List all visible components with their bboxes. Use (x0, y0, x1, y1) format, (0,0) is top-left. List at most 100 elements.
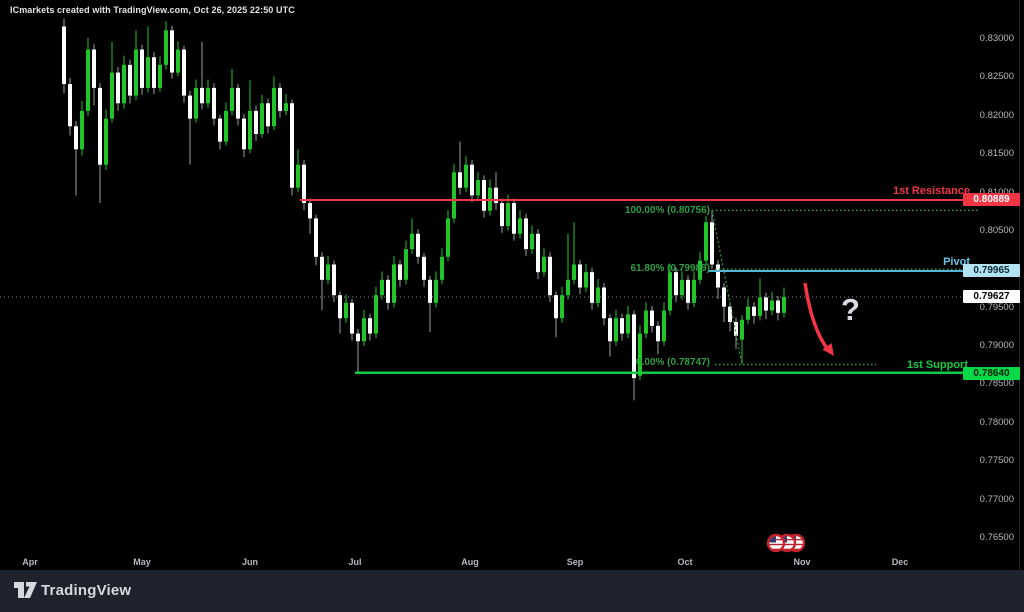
x-axis-month-aug: Aug (461, 557, 479, 567)
candle-body (374, 295, 378, 334)
candle-body (584, 272, 588, 288)
candle-body (650, 310, 654, 326)
candle-body (632, 314, 636, 379)
candle-body (680, 279, 684, 296)
y-axis-tick: 0.77500 (979, 455, 1014, 467)
candle-body (110, 72, 114, 119)
y-axis-tick: 0.77000 (979, 493, 1014, 505)
candle-body (326, 264, 330, 280)
candle-body (464, 164, 468, 188)
candle-body (362, 318, 366, 342)
candle-body (620, 318, 624, 334)
candle-body (332, 264, 336, 296)
pivot-price-tag: 0.79965 (963, 264, 1020, 277)
candle-body (344, 302, 348, 319)
candle-body (656, 325, 660, 342)
candle-body (140, 49, 144, 88)
candle-body (758, 297, 762, 316)
candle-body (554, 295, 558, 319)
chart-plot-area[interactable] (0, 0, 1024, 570)
candle-body (230, 87, 234, 111)
candle-body (500, 203, 504, 227)
candle-body (182, 49, 186, 96)
fib-trend-line[interactable] (711, 210, 743, 365)
candle-body (458, 172, 462, 188)
candle-body (602, 287, 606, 319)
candle-body (422, 256, 426, 280)
down-right-arrow-icon[interactable] (803, 282, 831, 353)
candle-body (284, 103, 288, 111)
candlestick-series (62, 18, 786, 401)
candle-body (296, 164, 300, 188)
candle-body (260, 103, 264, 134)
candle-body (176, 49, 180, 73)
candle-body (410, 233, 414, 250)
candle-body (698, 260, 702, 280)
event-marker-ring[interactable] (766, 533, 786, 553)
candle-body (770, 300, 774, 311)
y-axis-tick: 0.78500 (979, 378, 1014, 390)
candle-body (752, 306, 756, 316)
price-axis-border (1019, 0, 1020, 570)
candle-body (536, 233, 540, 273)
candle-body (266, 103, 270, 127)
candle-body (242, 118, 246, 150)
x-axis-month-dec: Dec (891, 557, 909, 567)
candle-body (206, 87, 210, 104)
candle-body (608, 318, 612, 342)
candle-body (674, 272, 678, 296)
candle-body (158, 64, 162, 88)
candle-body (254, 110, 258, 134)
y-axis-tick: 0.79500 (979, 301, 1014, 313)
candle-body (368, 318, 372, 334)
candle-body (578, 264, 582, 288)
candle-body (170, 30, 174, 73)
candle-body (404, 249, 408, 280)
candle-body (134, 49, 138, 96)
candle-body (668, 272, 672, 311)
candle-body (224, 110, 228, 142)
question-mark-annotation[interactable]: ? (841, 292, 860, 327)
candle-body (356, 333, 360, 342)
candle-body (200, 87, 204, 104)
y-axis-tick: 0.79000 (979, 340, 1014, 352)
candle-body (194, 87, 198, 119)
candle-body (128, 64, 132, 96)
candle-body (590, 272, 594, 303)
candle-body (386, 279, 390, 303)
candle-body (734, 322, 738, 336)
candle-body (398, 264, 402, 280)
y-axis-tick: 0.81500 (979, 148, 1014, 160)
candle-body (776, 300, 780, 313)
candle-body (116, 72, 120, 104)
support-label: 1st Support (906, 359, 968, 371)
candle-body (122, 64, 126, 104)
candle-body (704, 222, 708, 261)
candle-body (350, 302, 354, 334)
tradingview-logo-icon[interactable] (14, 582, 38, 600)
candle-body (524, 218, 528, 250)
resistance-price-tag: 0.80889 (963, 193, 1020, 206)
fib-618-label: 61.80% (0.79989) (630, 263, 710, 274)
candle-body (638, 333, 642, 376)
candle-body (470, 164, 474, 196)
candle-body (236, 87, 240, 119)
x-axis-month-jul: Jul (348, 557, 362, 567)
y-axis-tick: 0.83000 (979, 33, 1014, 44)
candle-body (722, 287, 726, 307)
candle-body (518, 218, 522, 234)
candle-body (314, 218, 318, 257)
tradingview-logo-text[interactable]: TradingView (41, 582, 132, 599)
candle-body (452, 172, 456, 219)
fib-100-label: 100.00% (0.80756) (624, 205, 710, 216)
candle-body (572, 264, 576, 280)
candle-body (512, 203, 516, 234)
candle-body (506, 203, 510, 227)
candle-body (272, 87, 276, 127)
candle-body (476, 180, 480, 196)
candle-body (338, 295, 342, 319)
candle-body (164, 30, 168, 65)
candle-body (104, 118, 108, 165)
watermark-title: ICmarkets created with TradingView.com, … (10, 5, 295, 15)
